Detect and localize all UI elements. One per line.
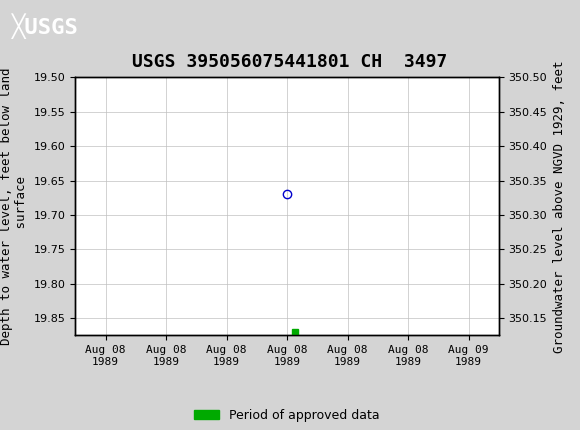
Y-axis label: Depth to water level, feet below land
 surface: Depth to water level, feet below land su… [0, 68, 28, 345]
Text: USGS 395056075441801 CH  3497: USGS 395056075441801 CH 3497 [132, 53, 448, 71]
Legend: Period of approved data: Period of approved data [189, 404, 385, 427]
Text: ╳USGS: ╳USGS [12, 13, 78, 39]
Y-axis label: Groundwater level above NGVD 1929, feet: Groundwater level above NGVD 1929, feet [553, 60, 566, 353]
